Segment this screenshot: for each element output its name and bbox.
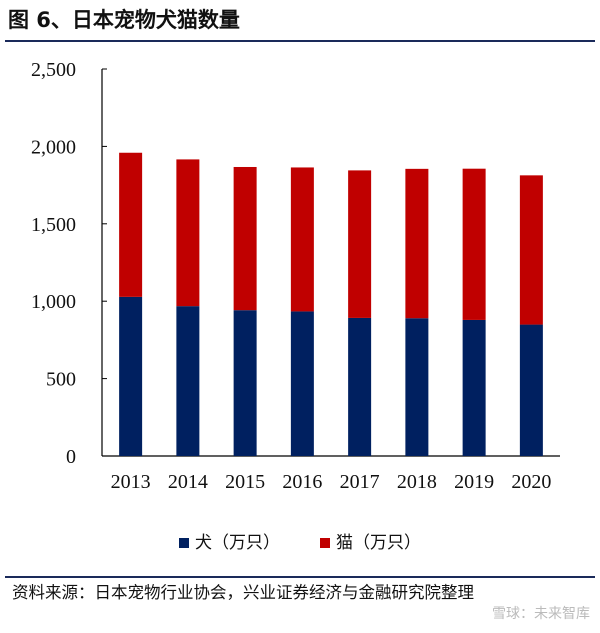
bar-dog-2019 — [462, 319, 486, 456]
bar-dog-2014 — [176, 306, 200, 456]
bar-cat-2014 — [176, 159, 200, 307]
x-tick-label: 2013 — [111, 471, 151, 493]
y-tick-label: 500 — [46, 369, 76, 391]
bar-cat-2019 — [462, 168, 486, 320]
stacked-bar-chart: 0 500 1,000 1,500 2,000 2,500 2013 2014 2015 2016… — [31, 59, 560, 493]
x-tick-label: 2015 — [225, 471, 265, 493]
x-tick-label: 2020 — [511, 471, 551, 493]
legend-item-cat: 猫（万只） — [320, 528, 421, 553]
bar-dog-2020 — [519, 324, 543, 456]
bar-cat-2015 — [233, 166, 257, 311]
legend-swatch-dog — [179, 538, 189, 548]
bar-dog-2017 — [348, 317, 372, 456]
bar-dog-2013 — [119, 296, 143, 456]
y-tick-label: 0 — [66, 446, 76, 468]
y-tick-label: 2,000 — [31, 136, 76, 158]
legend-label-dog: 犬（万只） — [195, 533, 280, 553]
bar-dog-2018 — [405, 318, 429, 456]
bar-cat-2013 — [119, 152, 143, 297]
y-tick-label: 1,000 — [31, 291, 76, 313]
bar-dog-2015 — [233, 310, 257, 456]
watermark: 雪球：未来智库 — [492, 606, 590, 622]
legend-label-cat: 猫（万只） — [336, 533, 421, 553]
legend: 犬（万只） 猫（万只） — [0, 528, 600, 553]
bottom-divider — [5, 576, 595, 578]
x-tick-label: 2014 — [168, 471, 208, 493]
chart-title: 图 6、日本宠物犬猫数量 — [8, 8, 240, 32]
legend-swatch-cat — [320, 538, 330, 548]
top-divider — [5, 40, 595, 42]
x-tick-label: 2017 — [340, 471, 380, 493]
bar-cat-2018 — [405, 168, 429, 319]
bar-cat-2016 — [290, 167, 314, 312]
y-tick-label: 2,500 — [31, 59, 76, 81]
x-tick-label: 2018 — [397, 471, 437, 493]
bar-dog-2016 — [290, 311, 314, 456]
bar-cat-2017 — [348, 170, 372, 318]
source-note: 资料来源：日本宠物行业协会，兴业证券经济与金融研究院整理 — [12, 583, 474, 602]
bar-cat-2020 — [519, 175, 543, 325]
x-tick-label: 2019 — [454, 471, 494, 493]
legend-item-dog: 犬（万只） — [179, 528, 280, 553]
x-tick-label: 2016 — [282, 471, 322, 493]
y-tick-label: 1,500 — [31, 214, 76, 236]
